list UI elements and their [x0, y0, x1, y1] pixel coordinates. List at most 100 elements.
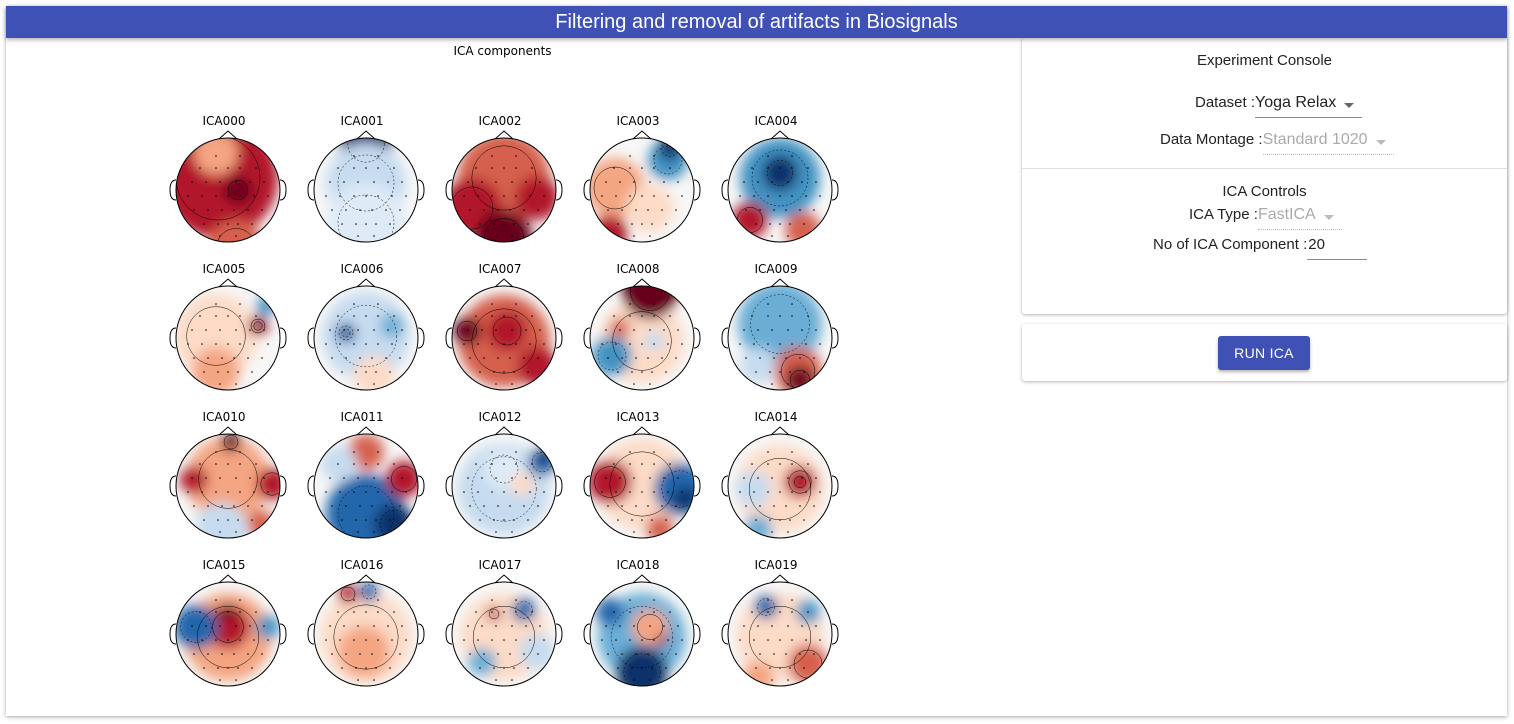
head-outline [451, 581, 557, 687]
topomap-ica005: ICA005 [168, 262, 288, 402]
electrode-dot [235, 625, 237, 627]
electrode-dot [531, 315, 533, 317]
electrode-dot [663, 181, 665, 183]
electrode-dot [755, 519, 757, 521]
electrode-dot [357, 625, 359, 627]
electrode-dot [791, 451, 793, 453]
electrode-dot [523, 505, 525, 507]
electrode-dot [813, 505, 815, 507]
electrode-dot [339, 343, 341, 345]
electrode-dot [631, 667, 633, 669]
electrode-dot [239, 195, 241, 197]
electrode-dot [405, 639, 407, 641]
electrode-dot [605, 329, 607, 331]
electrode-dot [785, 209, 787, 211]
electrode-dot [405, 195, 407, 197]
activation-blob [247, 510, 275, 538]
nose-icon [218, 426, 238, 436]
topomap-ica001: ICA001 [306, 114, 426, 254]
electrode-dot [219, 329, 221, 331]
electrode-dot [789, 519, 791, 521]
electrode-dot [791, 611, 793, 613]
electrode-dot [389, 371, 391, 373]
electrode-dot [387, 477, 389, 479]
electrode-dot [767, 491, 769, 493]
contour-line [337, 485, 395, 538]
electrode-dot [653, 155, 655, 157]
electrode-dot [341, 519, 343, 521]
head-outline [589, 433, 695, 539]
topomap-head [721, 278, 839, 391]
electrode-dot [767, 155, 769, 157]
electrode-dot [239, 491, 241, 493]
electrode-dot [667, 639, 669, 641]
ear-icon [417, 327, 425, 349]
electrode-dot [661, 357, 663, 359]
electrode-dot [341, 667, 343, 669]
electrode-dot [653, 451, 655, 453]
section-divider [1022, 168, 1507, 169]
activation-blob [644, 331, 664, 351]
electrode-dot [527, 667, 529, 669]
ear-icon [445, 623, 453, 645]
topomap-head [445, 426, 563, 539]
electrode-dot [193, 357, 195, 359]
electrode-dot [479, 667, 481, 669]
electrode-dot [527, 223, 529, 225]
electrode-dot [377, 463, 379, 465]
activation-blob [468, 648, 496, 676]
ear-icon [307, 623, 315, 645]
head-outline [313, 433, 419, 539]
num-components-input[interactable] [1307, 234, 1368, 260]
electrode-dot [353, 343, 355, 345]
electrode-dot [201, 639, 203, 641]
electrode-dot [543, 343, 545, 345]
activation-blob [744, 515, 772, 538]
electrode-dot [653, 315, 655, 317]
electrode-dot [607, 653, 609, 655]
electrode-dot [355, 667, 357, 669]
electrode-dot [235, 235, 237, 237]
ear-icon [583, 327, 591, 349]
electrode-dot [635, 209, 637, 211]
activation-blob [592, 215, 628, 242]
electrode-dot [769, 223, 771, 225]
electrode-dot [215, 315, 217, 317]
electrode-dot [633, 329, 635, 331]
run-ica-button[interactable]: RUN ICA [1218, 336, 1310, 370]
electrode-dot [325, 343, 327, 345]
electrode-dot [787, 679, 789, 681]
topomap-head [721, 130, 839, 243]
electrode-dot [357, 181, 359, 183]
nose-icon [494, 130, 514, 140]
topomap-head [721, 426, 839, 539]
ear-icon [583, 179, 591, 201]
montage-select[interactable]: Standard 1020 [1262, 131, 1394, 155]
electrode-dot [201, 491, 203, 493]
activation-blob [256, 296, 276, 316]
electrode-dot [511, 625, 513, 627]
figure-title: ICA components [453, 44, 552, 58]
ica-type-select[interactable]: FastICA [1257, 206, 1342, 230]
nose-icon [770, 574, 790, 584]
electrode-dot [261, 209, 263, 211]
electrode-dot [527, 371, 529, 373]
montage-value: Standard 1020 [1262, 131, 1368, 148]
electrode-dot [653, 611, 655, 613]
electrode-dot [239, 167, 241, 169]
electrode-dot [759, 653, 761, 655]
electrode-dot [187, 343, 189, 345]
dataset-select[interactable]: Yoga Relax [1255, 94, 1363, 118]
ear-icon [417, 475, 425, 497]
dataset-value: Yoga Relax [1255, 94, 1337, 111]
electrode-dot [681, 639, 683, 641]
electrode-dot [785, 505, 787, 507]
topomap-head [169, 130, 287, 243]
ear-icon [693, 475, 701, 497]
nose-icon [356, 130, 376, 140]
electrode-dot [263, 625, 265, 627]
electrode-dot [267, 195, 269, 197]
electrode-dot [511, 383, 513, 385]
electrode-dot [767, 167, 769, 169]
electrode-dot [743, 329, 745, 331]
